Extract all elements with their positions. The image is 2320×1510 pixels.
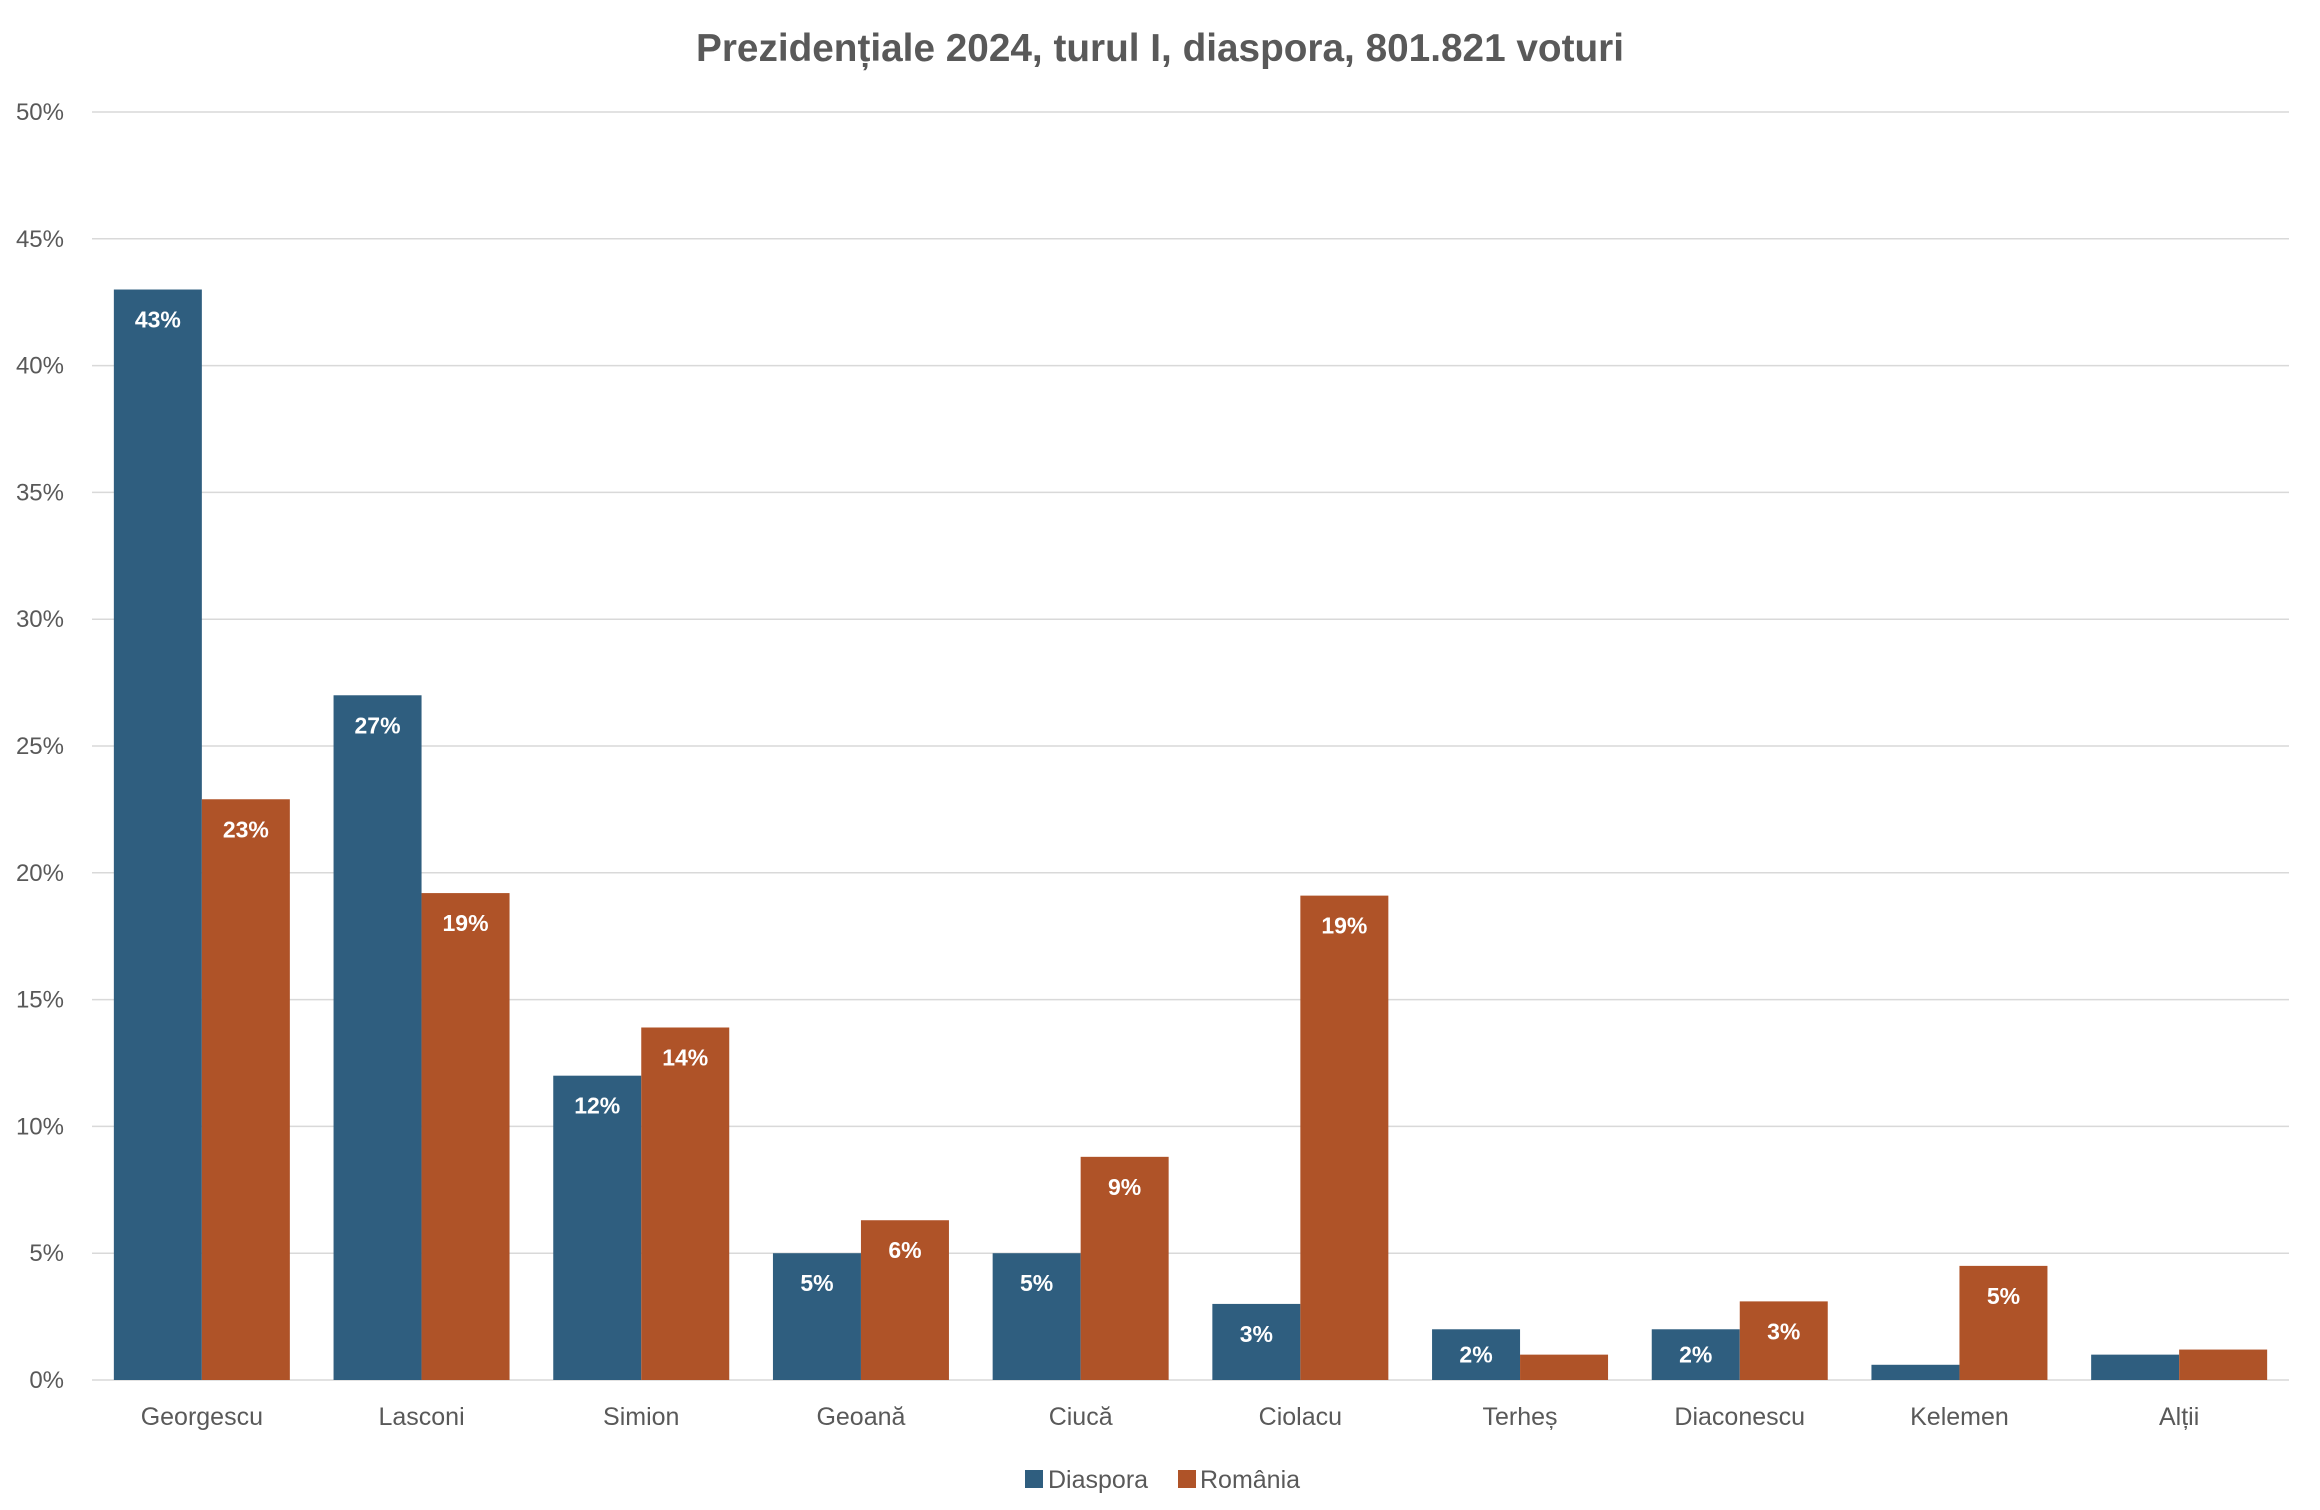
data-label-diaspora-ciuca: 5% xyxy=(1020,1270,1053,1296)
data-label-romania-simion: 14% xyxy=(662,1044,708,1070)
data-label-romania-diaconescu: 3% xyxy=(1767,1318,1800,1344)
category-label-diaconescu: Diaconescu xyxy=(1674,1403,1805,1431)
y-tick-label: 35% xyxy=(16,479,64,506)
data-label-romania-kelemen: 5% xyxy=(1987,1283,2020,1309)
bar-diaspora-kelemen xyxy=(1871,1364,1960,1380)
data-label-romania-georgescu: 23% xyxy=(223,816,269,842)
bar-romania-terhes xyxy=(1520,1354,1609,1380)
legend-label-diaspora: Diaspora xyxy=(1048,1466,1148,1494)
data-label-diaspora-terhes: 2% xyxy=(1459,1342,1492,1368)
data-labels: 43% 23% 27% 19% 12% 14% 5% 6% 5% 9% 3% 19% 2% 2% 3% 5% xyxy=(135,307,2020,1368)
y-tick-label: 30% xyxy=(16,606,64,633)
y-tick-label: 50% xyxy=(16,99,64,126)
category-label-terhes: Terheș xyxy=(1483,1403,1558,1431)
data-label-romania-ciuca: 9% xyxy=(1108,1174,1141,1200)
data-label-diaspora-simion: 12% xyxy=(574,1093,620,1119)
y-tick-label: 0% xyxy=(29,1367,64,1394)
bar-diaspora-lasconi xyxy=(333,695,422,1380)
data-label-romania-geoana: 6% xyxy=(888,1237,921,1263)
bar-romania-kelemen xyxy=(1959,1265,2048,1380)
data-label-diaspora-diaconescu: 2% xyxy=(1679,1342,1712,1368)
data-label-diaspora-lasconi: 27% xyxy=(355,712,401,738)
category-label-ciuca: Ciucă xyxy=(1049,1403,1113,1431)
bar-romania-georgescu xyxy=(201,799,290,1380)
bar-diaspora-geoana xyxy=(772,1253,861,1380)
legend-label-romania: România xyxy=(1200,1466,1300,1494)
category-label-georgescu: Georgescu xyxy=(141,1403,263,1431)
y-axis-tick-labels: 0% 5% 10% 15% 20% 25% 30% 35% 40% 45% 50% xyxy=(16,99,64,1394)
y-tick-label: 5% xyxy=(29,1240,64,1267)
y-tick-label: 15% xyxy=(16,987,64,1014)
category-label-simion: Simion xyxy=(603,1403,679,1431)
category-label-geoana: Geoană xyxy=(816,1403,905,1431)
bar-diaspora-diaconescu xyxy=(1651,1329,1740,1380)
bar-romania-ciolacu xyxy=(1300,895,1389,1380)
legend-swatch-romania xyxy=(1178,1470,1196,1488)
x-axis-category-labels: Georgescu Lasconi Simion Geoană Ciucă Ciolacu… xyxy=(141,1403,2200,1431)
chart-title: Prezidențiale 2024, turul I, diaspora, 8… xyxy=(696,27,1624,70)
bar-romania-diaconescu xyxy=(1739,1301,1828,1380)
data-label-diaspora-georgescu: 43% xyxy=(135,307,181,333)
bar-diaspora-georgescu xyxy=(113,289,202,1380)
bar-romania-lasconi xyxy=(421,893,510,1380)
data-label-diaspora-geoana: 5% xyxy=(800,1270,833,1296)
bar-diaspora-simion xyxy=(553,1075,642,1380)
bar-diaspora-altii xyxy=(2091,1354,2180,1380)
bar-romania-simion xyxy=(641,1027,730,1380)
data-label-diaspora-ciolacu: 3% xyxy=(1240,1321,1273,1347)
y-tick-label: 40% xyxy=(16,353,64,380)
bar-romania-geoana xyxy=(860,1220,949,1380)
category-label-ciolacu: Ciolacu xyxy=(1259,1403,1342,1431)
bar-romania-altii xyxy=(2179,1349,2268,1380)
category-label-kelemen: Kelemen xyxy=(1910,1403,2009,1431)
legend: Diaspora România xyxy=(1025,1466,1300,1494)
data-label-romania-ciolacu: 19% xyxy=(1321,913,1367,939)
bars xyxy=(113,289,2268,1380)
bar-romania-ciuca xyxy=(1080,1156,1169,1380)
y-tick-label: 45% xyxy=(16,226,64,253)
bar-diaspora-ciolacu xyxy=(1212,1303,1301,1380)
data-label-romania-lasconi: 19% xyxy=(443,910,489,936)
category-label-lasconi: Lasconi xyxy=(378,1403,464,1431)
y-tick-label: 20% xyxy=(16,860,64,887)
y-tick-label: 25% xyxy=(16,733,64,760)
bar-diaspora-terhes xyxy=(1432,1329,1521,1380)
bar-diaspora-ciuca xyxy=(992,1253,1081,1380)
y-tick-label: 10% xyxy=(16,1113,64,1140)
legend-swatch-diaspora xyxy=(1025,1470,1043,1488)
category-label-altii: Alții xyxy=(2159,1403,2199,1431)
